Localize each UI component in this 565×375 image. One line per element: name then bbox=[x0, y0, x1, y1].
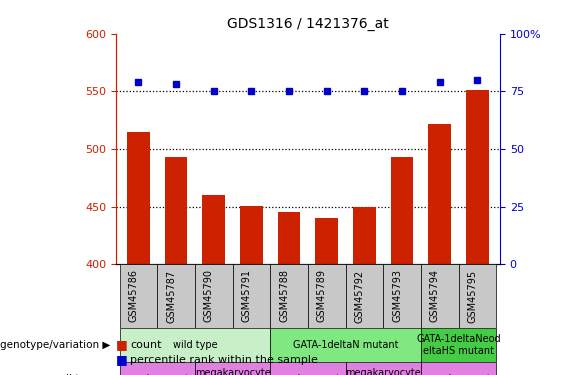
FancyBboxPatch shape bbox=[459, 264, 496, 328]
Text: GSM45791: GSM45791 bbox=[241, 270, 251, 322]
Bar bbox=[127, 132, 150, 264]
FancyBboxPatch shape bbox=[120, 362, 195, 375]
Bar bbox=[315, 218, 338, 264]
Text: wild type: wild type bbox=[173, 340, 217, 350]
FancyBboxPatch shape bbox=[308, 264, 346, 328]
Text: megakaryocyte
progenitor: megakaryocyte progenitor bbox=[345, 368, 421, 375]
Bar bbox=[353, 207, 376, 264]
Bar bbox=[466, 90, 489, 264]
FancyBboxPatch shape bbox=[421, 264, 459, 328]
Text: GSM45790: GSM45790 bbox=[204, 270, 214, 322]
Text: cell type ▶: cell type ▶ bbox=[54, 374, 110, 375]
Text: GSM45788: GSM45788 bbox=[279, 270, 289, 322]
Text: megakaryocyte
progenitor: megakaryocyte progenitor bbox=[195, 368, 271, 375]
FancyBboxPatch shape bbox=[195, 264, 233, 328]
FancyBboxPatch shape bbox=[233, 264, 270, 328]
FancyBboxPatch shape bbox=[270, 362, 346, 375]
FancyBboxPatch shape bbox=[346, 362, 421, 375]
Text: GSM45787: GSM45787 bbox=[166, 270, 176, 322]
FancyBboxPatch shape bbox=[270, 328, 421, 362]
Text: percentile rank within the sample: percentile rank within the sample bbox=[130, 355, 318, 365]
Text: megakaryocyte: megakaryocyte bbox=[119, 374, 195, 375]
Text: count: count bbox=[130, 340, 162, 350]
Bar bbox=[278, 213, 301, 264]
Text: GSM45795: GSM45795 bbox=[467, 270, 477, 322]
Bar bbox=[428, 124, 451, 264]
FancyBboxPatch shape bbox=[383, 264, 421, 328]
Text: GSM45794: GSM45794 bbox=[430, 270, 440, 322]
Text: GSM45793: GSM45793 bbox=[392, 270, 402, 322]
Text: GATA-1deltaNeod
eltaHS mutant: GATA-1deltaNeod eltaHS mutant bbox=[416, 334, 501, 356]
FancyBboxPatch shape bbox=[157, 264, 195, 328]
Text: GATA-1deltaN mutant: GATA-1deltaN mutant bbox=[293, 340, 398, 350]
FancyBboxPatch shape bbox=[421, 328, 496, 362]
Text: megakaryocyte: megakaryocyte bbox=[270, 374, 346, 375]
Text: genotype/variation ▶: genotype/variation ▶ bbox=[0, 340, 110, 350]
Bar bbox=[391, 157, 414, 264]
Bar bbox=[202, 195, 225, 264]
FancyBboxPatch shape bbox=[346, 264, 383, 328]
Bar bbox=[240, 206, 263, 264]
FancyBboxPatch shape bbox=[120, 264, 157, 328]
Text: GSM45792: GSM45792 bbox=[354, 270, 364, 322]
FancyBboxPatch shape bbox=[120, 328, 270, 362]
FancyBboxPatch shape bbox=[195, 362, 270, 375]
Text: GSM45789: GSM45789 bbox=[317, 270, 327, 322]
Text: megakaryocyte: megakaryocyte bbox=[421, 374, 497, 375]
Text: GSM45786: GSM45786 bbox=[128, 270, 138, 322]
FancyBboxPatch shape bbox=[421, 362, 496, 375]
Text: ■: ■ bbox=[116, 354, 128, 366]
FancyBboxPatch shape bbox=[270, 264, 308, 328]
Text: ■: ■ bbox=[116, 339, 128, 351]
Title: GDS1316 / 1421376_at: GDS1316 / 1421376_at bbox=[227, 17, 389, 32]
Bar bbox=[165, 157, 188, 264]
